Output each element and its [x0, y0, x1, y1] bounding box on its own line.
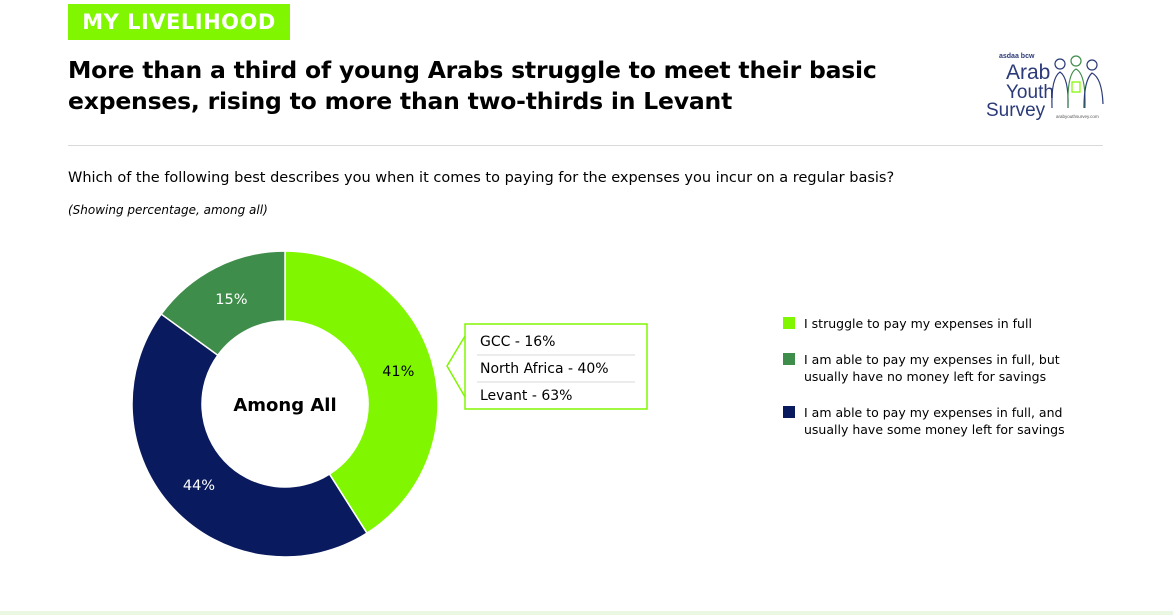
legend-item-2: I am able to pay my expenses in full, an… — [783, 404, 1103, 438]
callout-item-2: Levant - 63% — [480, 388, 572, 404]
slice-label-2: 15% — [215, 292, 247, 308]
legend-label-1: I am able to pay my expenses in full, bu… — [804, 351, 1060, 385]
page-title: More than a third of young Arabs struggl… — [68, 55, 928, 117]
logo-top-text: asdaa bcw — [999, 53, 1035, 60]
callout-item-0: GCC - 16% — [480, 334, 555, 350]
section-tag: MY LIVELIHOOD — [68, 4, 290, 40]
callout-item-1: North Africa - 40% — [480, 361, 609, 377]
headline-line-1: More than a third of young Arabs struggl… — [68, 56, 877, 84]
callout-box — [464, 323, 648, 410]
callout-connector — [446, 335, 466, 398]
slice-label-1: 44% — [183, 478, 215, 494]
footer-line — [0, 611, 1173, 615]
legend-label-0: I struggle to pay my expenses in full — [804, 315, 1032, 332]
logo-url: arabyouthsurvey.com — [1056, 114, 1099, 119]
people-illustration-icon — [1051, 55, 1104, 109]
logo-line-2: Youth — [1006, 82, 1054, 103]
donut-slice-0 — [284, 250, 439, 535]
legend-swatch-2 — [783, 406, 795, 418]
legend-item-0: I struggle to pay my expenses in full — [783, 315, 1103, 332]
chart-legend: I struggle to pay my expenses in full I a… — [783, 315, 1103, 457]
legend-label-line: I am able to pay my expenses in full, an… — [804, 405, 1063, 420]
legend-swatch-1 — [783, 353, 795, 365]
survey-question: Which of the following best describes yo… — [68, 170, 895, 186]
legend-label-line: usually have no money left for savings — [804, 369, 1047, 384]
headline-line-2: expenses, rising to more than two-thirds… — [68, 87, 733, 115]
legend-label-line: I struggle to pay my expenses in full — [804, 316, 1032, 331]
legend-label-2: I am able to pay my expenses in full, an… — [804, 404, 1065, 438]
legend-swatch-0 — [783, 317, 795, 329]
donut-slice-1 — [131, 313, 369, 558]
arab-youth-survey-logo: asdaa bcw Arab Youth Survey arabyouthsur… — [986, 53, 1104, 121]
logo-line-3: Survey — [986, 100, 1046, 121]
header-divider — [68, 145, 1103, 146]
logo-line-1: Arab — [1006, 61, 1050, 84]
slice-label-0: 41% — [382, 364, 414, 380]
donut-slice-2 — [160, 250, 286, 357]
survey-note: (Showing percentage, among all) — [68, 203, 268, 217]
legend-label-line: I am able to pay my expenses in full, bu… — [804, 352, 1060, 367]
donut-center-label: Among All — [233, 395, 336, 416]
legend-item-1: I am able to pay my expenses in full, bu… — [783, 351, 1103, 385]
legend-label-line: usually have some money left for savings — [804, 422, 1065, 437]
